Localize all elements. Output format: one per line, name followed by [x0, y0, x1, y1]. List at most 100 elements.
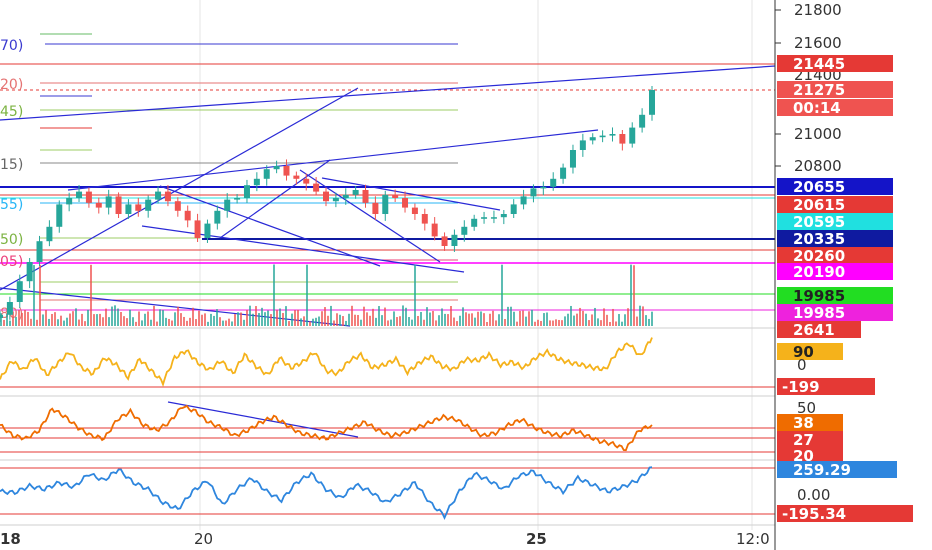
- volume-bar: [63, 320, 65, 326]
- candle-body: [204, 223, 211, 238]
- volume-bar: [612, 308, 614, 326]
- volume-bar: [441, 308, 443, 326]
- candle-body: [609, 134, 616, 136]
- volume-bar: [66, 317, 68, 326]
- price-badge-text: 2641: [793, 321, 835, 339]
- candle-body: [125, 204, 132, 214]
- indicator-badge-text: 20: [793, 447, 814, 465]
- volume-bar: [60, 315, 62, 326]
- volume-bar: [21, 313, 23, 326]
- volume-bar: [558, 319, 560, 326]
- volume-bar: [342, 316, 344, 326]
- price-badge-text: 21445: [793, 55, 845, 73]
- volume-bar: [624, 314, 626, 326]
- candle-body: [184, 210, 191, 221]
- volume-bar: [627, 308, 629, 326]
- indicator-badge: [777, 343, 843, 360]
- time-axis[interactable]: 18 20 25 12:0: [0, 530, 770, 548]
- volume-bar: [333, 320, 335, 326]
- volume-bar: [582, 310, 584, 326]
- volume-bar: [213, 315, 215, 326]
- trendline: [0, 87, 359, 291]
- candle-body: [481, 217, 488, 219]
- volume-bar: [48, 318, 50, 326]
- indicator-badge: [777, 431, 843, 448]
- volume-bar: [390, 319, 392, 326]
- candle-body: [263, 169, 270, 179]
- time-tick: 25: [526, 530, 547, 548]
- volume-bar: [102, 317, 104, 326]
- fib-label: 05): [0, 254, 23, 270]
- price-badge: [777, 263, 893, 280]
- candle-body: [155, 191, 162, 200]
- volume-bar: [330, 305, 332, 326]
- volume-bar: [321, 311, 323, 326]
- indicator-badge: [777, 461, 897, 478]
- candle-body: [362, 190, 369, 203]
- volume-bar: [3, 319, 5, 326]
- trendline: [299, 169, 441, 263]
- volume-bar: [399, 316, 401, 326]
- indicator-tick: 0: [797, 356, 807, 374]
- volume-bar: [384, 307, 386, 326]
- candle-body: [431, 223, 438, 237]
- volume-bar: [162, 310, 164, 326]
- volume-bar: [435, 320, 437, 326]
- volume-bar: [318, 316, 320, 326]
- volume-bar: [192, 307, 194, 326]
- volume-bar: [108, 317, 110, 326]
- trendline: [67, 129, 599, 191]
- volume-bar: [201, 314, 203, 326]
- volume-bar: [621, 321, 623, 326]
- volume-bar: [531, 309, 533, 326]
- volume-bar: [474, 317, 476, 326]
- volume-bar: [180, 313, 182, 326]
- volume-bar: [222, 320, 224, 326]
- volume-bar: [81, 313, 83, 326]
- volume-bar: [363, 306, 365, 326]
- volume-bar: [585, 313, 587, 326]
- candle-body: [253, 178, 260, 186]
- candle-body: [342, 194, 349, 198]
- candle-body: [382, 194, 389, 214]
- volume-bar: [462, 307, 464, 326]
- candle-body: [649, 90, 655, 115]
- indicator-badge: [777, 414, 843, 431]
- candle-body: [36, 241, 43, 262]
- volume-bar: [480, 311, 482, 326]
- volume-bar: [72, 311, 74, 326]
- volume-bar: [255, 306, 257, 326]
- volume-bar: [159, 309, 161, 326]
- volume-bar: [579, 307, 581, 326]
- fib-label: 70): [0, 38, 23, 54]
- fib-label: 55): [0, 197, 23, 213]
- volume-bar: [303, 316, 305, 326]
- candle-body: [6, 302, 13, 315]
- volume-bar: [426, 307, 428, 326]
- volume-bar: [156, 321, 158, 326]
- volume-bar: [339, 314, 341, 326]
- price-tick: 21800: [794, 1, 842, 19]
- volume-bar: [639, 305, 641, 326]
- volume-bar: [126, 318, 128, 326]
- volume-bar: [111, 306, 113, 326]
- volume-bar: [279, 308, 281, 326]
- volume-bar: [501, 264, 503, 326]
- candle-body: [66, 198, 73, 205]
- volume-bar: [360, 319, 362, 326]
- candle-body: [510, 204, 517, 214]
- volume-bar: [507, 306, 509, 326]
- volume-bar: [522, 310, 524, 326]
- indicator-badge-text: 27: [793, 431, 814, 449]
- price-badge: [777, 287, 893, 304]
- volume-bar: [486, 321, 488, 326]
- volume-bar: [549, 320, 551, 326]
- volume-bar: [177, 306, 179, 326]
- candle-body: [214, 210, 221, 224]
- candle-body: [372, 202, 379, 214]
- volume-bar: [171, 320, 173, 326]
- volume-bar: [513, 311, 515, 326]
- volume-bar: [642, 306, 644, 326]
- candle-body: [569, 150, 576, 168]
